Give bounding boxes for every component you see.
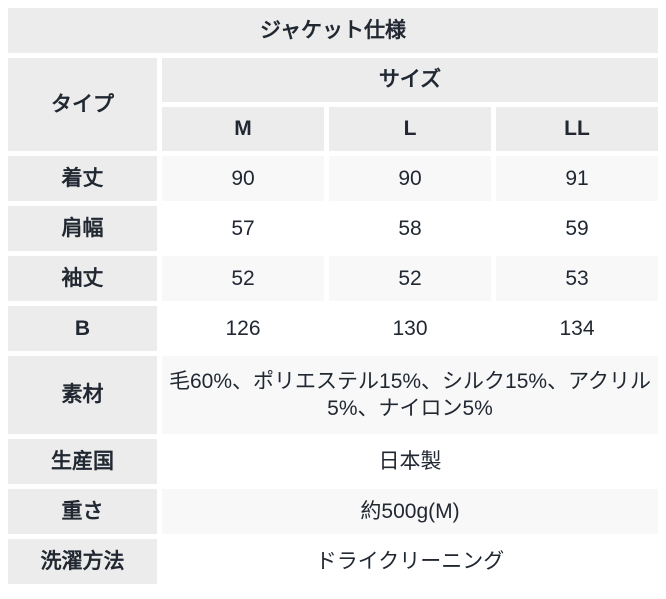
- value-washing: ドライクリーニング: [162, 539, 659, 584]
- value-sodetake-l: 52: [329, 256, 491, 301]
- value-material: 毛60%、ポリエステル15%、シルク15%、アクリル5%、ナイロン5%: [162, 356, 659, 434]
- row-label-sodetake: 袖丈: [8, 256, 157, 301]
- value-sodetake-ll: 53: [496, 256, 659, 301]
- table-row-material: 素材 毛60%、ポリエステル15%、シルク15%、アクリル5%、ナイロン5%: [8, 356, 659, 434]
- header-row-columns: M L LL: [8, 107, 659, 151]
- table-row-country: 生産国 日本製: [8, 439, 659, 484]
- table-row-kitake: 着丈 90 90 91: [8, 156, 659, 201]
- value-kitake-ll: 91: [496, 156, 659, 201]
- table-title: ジャケット仕様: [8, 8, 659, 53]
- value-weight: 約500g(M): [162, 489, 659, 534]
- value-bust-ll: 134: [496, 306, 659, 351]
- value-sodetake-m: 52: [162, 256, 324, 301]
- header-row-size: タイプ サイズ: [8, 58, 659, 151]
- size-column-l: L: [329, 107, 491, 151]
- value-bust-m: 126: [162, 306, 324, 351]
- table-row-weight: 重さ 約500g(M): [8, 489, 659, 534]
- table-row-washing: 洗濯方法 ドライクリーニング: [8, 539, 659, 584]
- row-label-katahaba: 肩幅: [8, 206, 157, 251]
- table-row-sodetake: 袖丈 52 52 53: [8, 256, 659, 301]
- title-row: ジャケット仕様: [8, 8, 659, 53]
- value-katahaba-l: 58: [329, 206, 491, 251]
- row-label-kitake: 着丈: [8, 156, 157, 201]
- row-label-washing: 洗濯方法: [8, 539, 157, 584]
- size-column-m: M: [162, 107, 324, 151]
- type-header-cell: タイプ: [8, 58, 157, 151]
- size-header-cell: サイズ: [162, 58, 659, 102]
- jacket-spec-table: ジャケット仕様 タイプ サイズ M L LL 着丈 90 90 91 肩幅 57…: [3, 3, 663, 589]
- value-kitake-l: 90: [329, 156, 491, 201]
- size-column-ll: LL: [496, 107, 659, 151]
- table-row-bust: B 126 130 134: [8, 306, 659, 351]
- table-row-katahaba: 肩幅 57 58 59: [8, 206, 659, 251]
- value-kitake-m: 90: [162, 156, 324, 201]
- value-country: 日本製: [162, 439, 659, 484]
- value-katahaba-ll: 59: [496, 206, 659, 251]
- row-label-weight: 重さ: [8, 489, 157, 534]
- value-bust-l: 130: [329, 306, 491, 351]
- value-katahaba-m: 57: [162, 206, 324, 251]
- row-label-material: 素材: [8, 356, 157, 434]
- row-label-country: 生産国: [8, 439, 157, 484]
- row-label-bust: B: [8, 306, 157, 351]
